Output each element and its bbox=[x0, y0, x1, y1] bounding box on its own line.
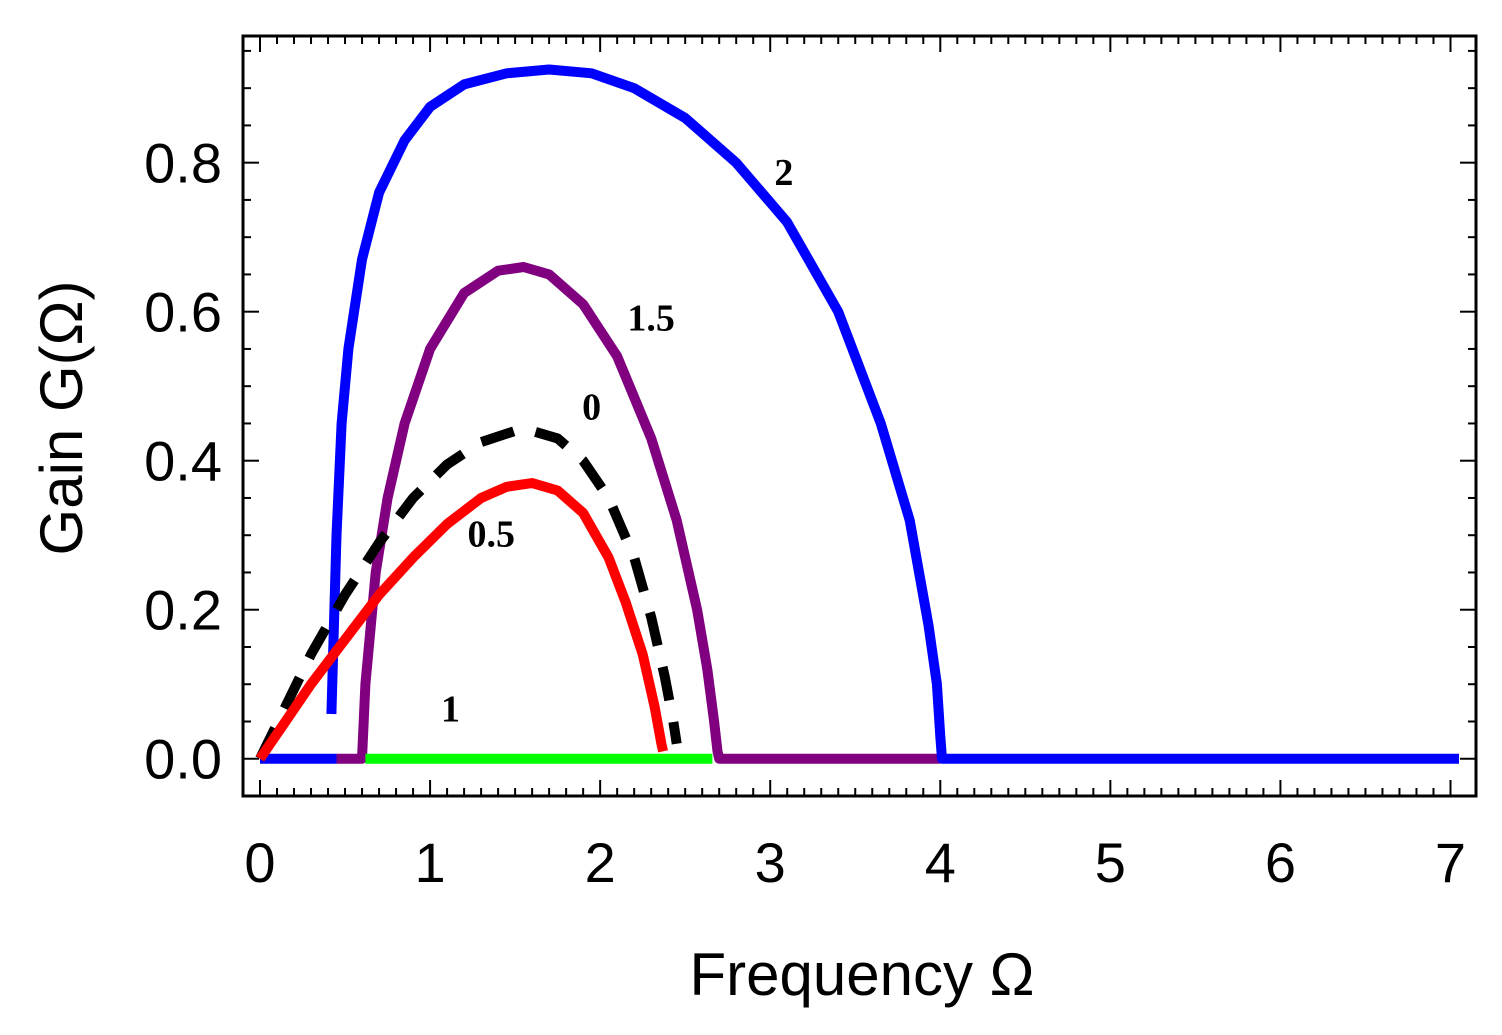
x-axis-label: Frequency Ω bbox=[690, 941, 1035, 1008]
x-tick-label: 5 bbox=[1095, 831, 1126, 894]
y-axis-label: Gain G(Ω) bbox=[28, 281, 95, 556]
y-tick-label: 0.2 bbox=[144, 579, 222, 642]
y-tick-label: 0.0 bbox=[144, 728, 222, 791]
y-tick-labels: 0.0 0.2 0.4 0.6 0.8 bbox=[144, 132, 222, 791]
y-tick-label: 0.4 bbox=[144, 430, 222, 493]
x-tick-label: 7 bbox=[1435, 831, 1466, 894]
y-tick-label: 0.8 bbox=[144, 132, 222, 195]
curve-labels: 2 1.5 0 0.5 1 bbox=[441, 152, 793, 730]
axis-ticks bbox=[243, 36, 1476, 797]
series-line-0 bbox=[255, 425, 682, 761]
curves bbox=[255, 64, 1459, 764]
series-line-2 bbox=[326, 64, 1459, 764]
x-tick-label: 4 bbox=[925, 831, 956, 894]
curve-label: 0.5 bbox=[468, 513, 516, 555]
x-tick-label: 3 bbox=[755, 831, 786, 894]
plot-frame bbox=[241, 34, 1478, 798]
x-tick-label: 0 bbox=[244, 831, 275, 894]
curve-label: 0 bbox=[582, 387, 601, 429]
x-tick-label: 2 bbox=[585, 831, 616, 894]
curve-label: 1.5 bbox=[627, 297, 675, 339]
series-line-0-5 bbox=[255, 478, 668, 762]
x-tick-labels: 0 1 2 3 4 5 6 7 bbox=[244, 831, 1466, 894]
curve-label: 1 bbox=[441, 688, 460, 730]
x-tick-label: 1 bbox=[414, 831, 445, 894]
x-tick-label: 6 bbox=[1265, 831, 1296, 894]
curve-label: 2 bbox=[774, 152, 793, 194]
y-tick-label: 0.6 bbox=[144, 281, 222, 344]
